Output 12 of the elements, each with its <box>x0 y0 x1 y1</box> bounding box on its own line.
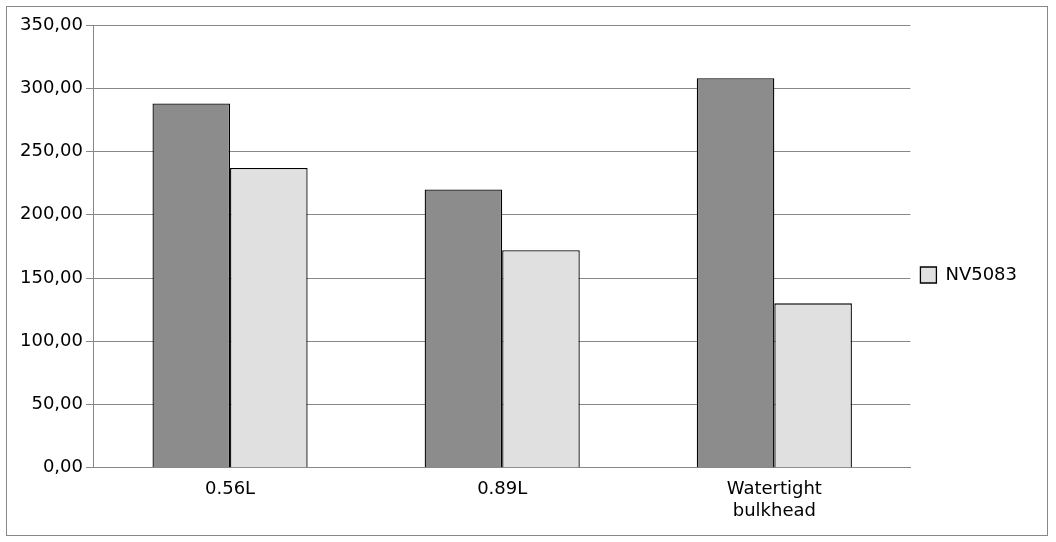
y-tick-label: 350,00 <box>20 12 83 34</box>
x-tick-label: 0.89L <box>477 477 528 499</box>
y-tick-label: 50,00 <box>31 392 83 414</box>
x-tick-label: 0.56L <box>205 477 256 499</box>
legend-label: NV5083 <box>945 262 1018 284</box>
y-tick-label: 300,00 <box>20 75 83 97</box>
y-tick-label: 0,00 <box>42 455 83 477</box>
y-tick-label: 100,00 <box>20 328 83 350</box>
y-tick-label: 200,00 <box>20 202 83 224</box>
y-tick-label: 150,00 <box>20 265 83 287</box>
y-tick-label: 250,00 <box>20 139 83 161</box>
x-tick-label: Watertight bulkhead <box>726 477 822 520</box>
